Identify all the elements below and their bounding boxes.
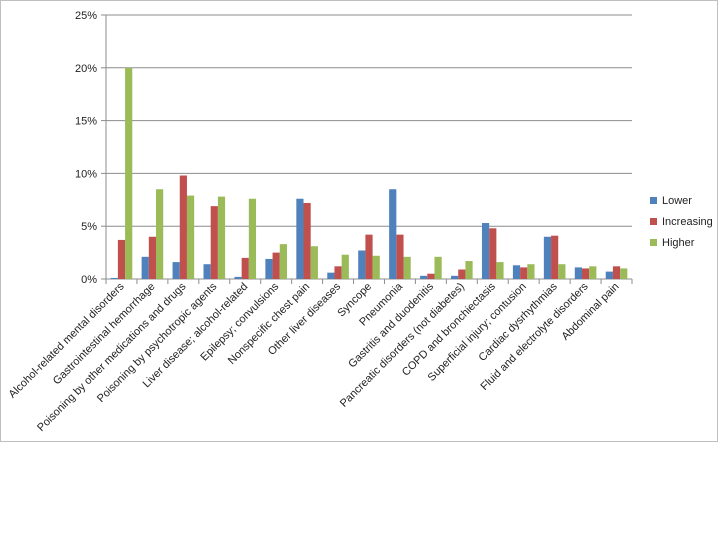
bar-increasing-3 — [210, 206, 218, 279]
bar-higher-10 — [434, 256, 442, 279]
bar-lower-14 — [543, 236, 552, 279]
bar-chart: 0%5%10%15%20%25%Alcohol-related mental d… — [7, 10, 713, 434]
tick-labels: 0%5%10%15%20%25%Alcohol-related mental d… — [7, 10, 622, 434]
bar-increasing-13 — [520, 267, 528, 279]
y-tick-label: 20% — [75, 63, 97, 75]
bars — [110, 67, 628, 279]
bar-higher-0 — [125, 67, 133, 279]
bar-higher-12 — [496, 262, 504, 279]
bar-higher-9 — [403, 256, 411, 279]
y-tick-label: 15% — [75, 116, 97, 128]
y-tick-label: 25% — [75, 10, 97, 22]
legend-swatch-higher — [650, 239, 657, 246]
bar-increasing-0 — [117, 239, 126, 279]
bar-higher-15 — [589, 266, 597, 279]
legend-label-higher: Higher — [662, 237, 695, 249]
bar-increasing-1 — [148, 236, 157, 279]
legend-label-increasing: Increasing — [662, 216, 713, 228]
bar-lower-6 — [296, 198, 304, 279]
bar-lower-7 — [327, 272, 335, 279]
y-tick-label: 5% — [81, 221, 97, 233]
bar-lower-5 — [265, 258, 273, 279]
bar-lower-3 — [203, 264, 211, 279]
bar-increasing-15 — [581, 268, 590, 279]
bar-increasing-16 — [612, 266, 621, 279]
bar-lower-4 — [234, 276, 242, 279]
bar-increasing-6 — [303, 202, 311, 279]
bar-lower-9 — [389, 189, 397, 279]
bar-lower-12 — [481, 223, 490, 279]
bar-lower-15 — [574, 267, 582, 279]
bar-higher-6 — [310, 246, 318, 279]
bar-increasing-14 — [551, 235, 559, 279]
bar-higher-14 — [558, 264, 566, 279]
bar-higher-3 — [217, 196, 226, 279]
bar-increasing-7 — [334, 266, 342, 279]
legend: Lower Increasing Higher — [650, 195, 713, 249]
bar-increasing-9 — [396, 234, 404, 279]
bar-higher-4 — [248, 198, 257, 279]
bar-lower-10 — [420, 275, 428, 279]
legend-label-lower: Lower — [662, 195, 692, 207]
bar-lower-16 — [605, 271, 613, 279]
bar-increasing-5 — [272, 252, 280, 279]
bar-increasing-12 — [489, 228, 497, 279]
y-tick-label: 0% — [81, 274, 97, 286]
bar-increasing-2 — [179, 175, 187, 279]
y-tick-label: 10% — [75, 168, 97, 180]
bar-higher-13 — [527, 264, 535, 279]
bar-increasing-8 — [365, 234, 373, 279]
x-category-label: Abdominal pain — [560, 281, 622, 343]
legend-swatch-lower — [650, 197, 657, 204]
bar-higher-5 — [279, 244, 287, 279]
bar-lower-0 — [110, 277, 118, 279]
bar-higher-11 — [465, 261, 473, 279]
bar-lower-13 — [512, 265, 521, 279]
chart-frame: 0% 5% 10% 15% 20% 25% Alcohol-related mental d… — [0, 0, 718, 442]
bar-lower-2 — [172, 262, 180, 279]
bar-lower-8 — [358, 250, 366, 279]
bar-increasing-4 — [241, 257, 249, 279]
bar-higher-7 — [341, 254, 349, 279]
bar-higher-16 — [620, 268, 628, 279]
bar-higher-8 — [372, 255, 380, 279]
bar-lower-1 — [141, 256, 149, 279]
bar-lower-11 — [451, 275, 459, 279]
bar-higher-2 — [186, 195, 195, 279]
legend-swatch-increasing — [650, 218, 657, 225]
gridlines — [106, 14, 632, 227]
bar-increasing-10 — [427, 273, 435, 279]
bar-higher-1 — [156, 189, 164, 279]
bar-increasing-11 — [458, 269, 466, 279]
